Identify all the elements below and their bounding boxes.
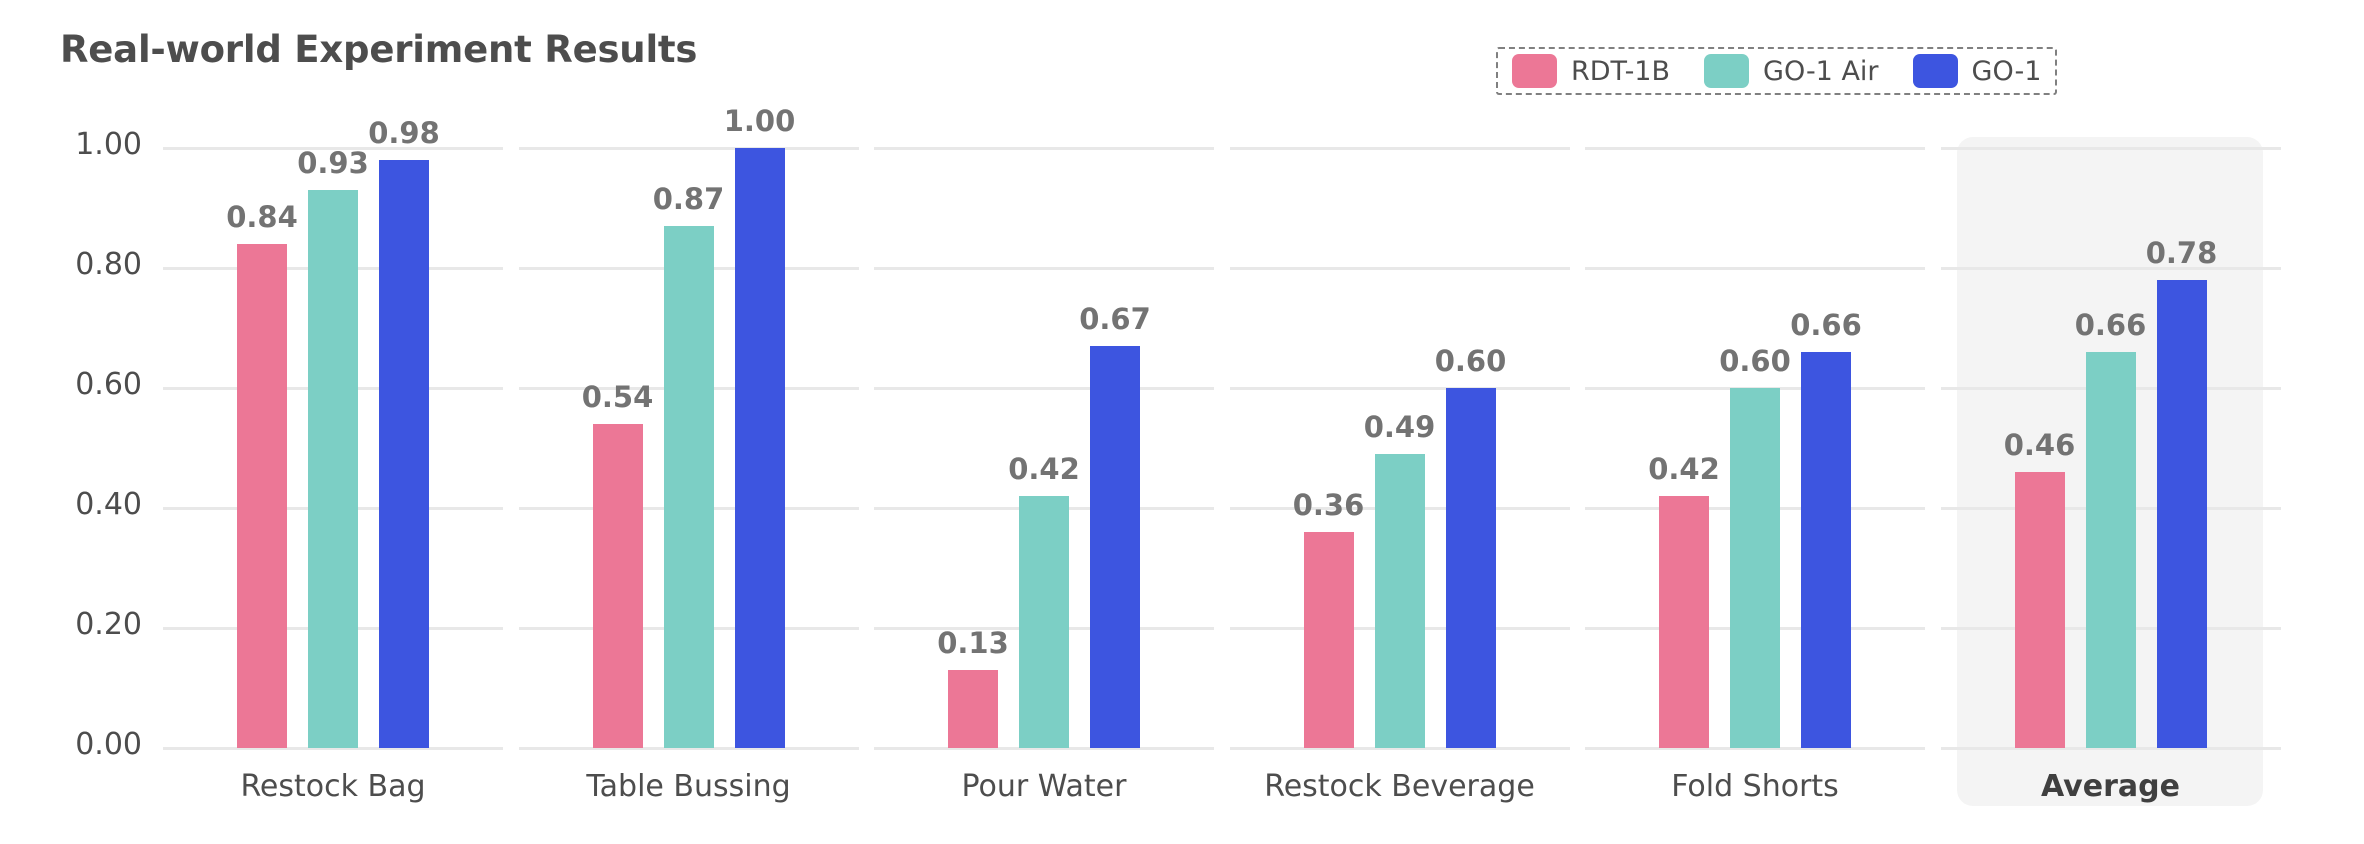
gridline	[1585, 267, 1925, 270]
bar-restock-beverage-go-1-air[interactable]	[1374, 454, 1425, 748]
legend-item-label: RDT-1B	[1571, 55, 1671, 87]
x-axis-tick-label-pour-water: Pour Water	[961, 769, 1127, 804]
bar-value-label: 0.87	[652, 182, 725, 216]
bar-value-label: 0.49	[1363, 410, 1436, 444]
bar-value-label: 0.54	[581, 380, 654, 414]
legend-swatch-icon	[1912, 54, 1958, 88]
legend-swatch-icon	[1512, 54, 1557, 88]
bar-restock-bag-go-1[interactable]	[379, 160, 429, 748]
y-axis-tick-label: 0.40	[75, 487, 142, 522]
legend-item-rdt-1b[interactable]: RDT-1B	[1512, 54, 1670, 88]
gridline	[163, 147, 503, 150]
y-axis-tick-label: 1.00	[75, 127, 142, 162]
bar-value-label: 0.67	[1079, 302, 1151, 336]
x-axis-tick-label-fold-shorts: Fold Shorts	[1671, 769, 1839, 804]
gridline	[1229, 747, 1570, 750]
y-axis-tick-label: 0.60	[75, 367, 142, 402]
gridline	[874, 267, 1214, 270]
gridline	[518, 147, 859, 150]
legend-item-go-1-air[interactable]: GO-1 Air	[1704, 54, 1879, 88]
y-axis-tick-label: 0.00	[75, 727, 142, 762]
bar-restock-beverage-go-1[interactable]	[1445, 388, 1496, 748]
bar-table-bussing-go-1[interactable]	[734, 148, 785, 748]
bar-value-label: 0.66	[1790, 308, 1862, 342]
bar-value-label: 0.42	[1648, 452, 1720, 486]
legend-item-label: GO-1	[1971, 55, 2042, 87]
legend-item-go-1[interactable]: GO-1	[1912, 54, 2042, 88]
x-axis-tick-label-restock-bag: Restock Bag	[240, 769, 426, 804]
bar-table-bussing-go-1-air[interactable]	[663, 226, 714, 748]
bar-fold-shorts-rdt-1b[interactable]	[1659, 496, 1709, 748]
legend-swatch-icon	[1704, 54, 1750, 88]
bar-restock-beverage-rdt-1b[interactable]	[1303, 532, 1354, 748]
bar-value-label: 0.84	[226, 200, 298, 234]
gridline	[518, 747, 859, 750]
y-axis-tick-label: 0.20	[75, 607, 142, 642]
bar-value-label: 1.00	[723, 104, 796, 138]
bar-fold-shorts-go-1[interactable]	[1801, 352, 1851, 748]
gridline	[1229, 267, 1570, 270]
bar-value-label: 0.42	[1008, 452, 1080, 486]
gridline	[1940, 267, 2281, 270]
x-axis-tick-label-average: Average	[2041, 769, 2180, 804]
bar-value-label: 0.46	[2003, 428, 2076, 462]
bar-value-label: 0.13	[937, 626, 1009, 660]
gridline	[1940, 747, 2281, 750]
gridline	[1229, 387, 1570, 390]
bar-pour-water-go-1[interactable]	[1090, 346, 1140, 748]
bar-fold-shorts-go-1-air[interactable]	[1730, 388, 1780, 748]
gridline	[1229, 147, 1570, 150]
legend-item-label: GO-1 Air	[1763, 55, 1879, 87]
x-axis-tick-label-restock-beverage: Restock Beverage	[1264, 769, 1535, 804]
x-axis-tick-label-table-bussing: Table Bussing	[586, 769, 791, 804]
bar-value-label: 0.36	[1292, 488, 1365, 522]
bar-restock-bag-rdt-1b[interactable]	[237, 244, 287, 748]
bar-value-label: 0.93	[297, 146, 369, 180]
gridline	[874, 147, 1214, 150]
bar-value-label: 0.78	[2145, 236, 2218, 270]
bar-average-go-1-air[interactable]	[2085, 352, 2136, 748]
bar-table-bussing-rdt-1b[interactable]	[592, 424, 643, 748]
gridline	[874, 747, 1214, 750]
chart-legend: RDT-1B GO-1 Air GO-1	[1496, 47, 2058, 95]
bar-restock-bag-go-1-air[interactable]	[308, 190, 358, 748]
bar-value-label: 0.66	[2074, 308, 2147, 342]
gridline	[1585, 147, 1925, 150]
gridline	[1940, 147, 2281, 150]
gridline	[1585, 747, 1925, 750]
bar-value-label: 0.60	[1434, 344, 1507, 378]
bar-average-go-1[interactable]	[2156, 280, 2207, 748]
gridline	[874, 387, 1214, 390]
bar-average-rdt-1b[interactable]	[2014, 472, 2065, 748]
page-title: Real-world Experiment Results	[60, 28, 698, 71]
bar-pour-water-go-1-air[interactable]	[1019, 496, 1069, 748]
bar-value-label: 0.98	[368, 116, 440, 150]
gridline	[163, 747, 503, 750]
bar-pour-water-rdt-1b[interactable]	[948, 670, 998, 748]
bar-value-label: 0.60	[1719, 344, 1791, 378]
y-axis-tick-label: 0.80	[75, 247, 142, 282]
